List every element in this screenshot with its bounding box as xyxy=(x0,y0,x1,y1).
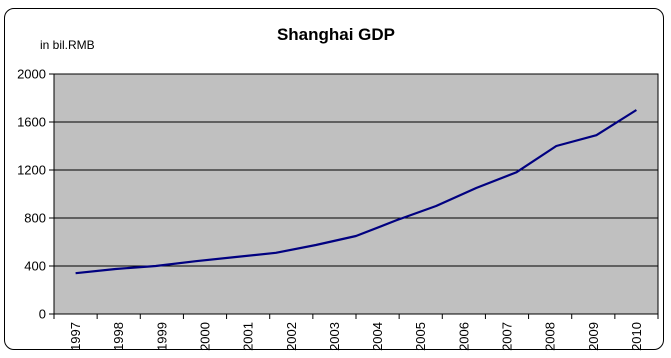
y-tick-label: 0 xyxy=(39,307,46,322)
x-tick-label: 2001 xyxy=(241,322,256,351)
x-tick-label: 1997 xyxy=(68,322,83,351)
x-tick-label: 2003 xyxy=(327,322,342,351)
chart-title: Shanghai GDP xyxy=(277,25,395,44)
y-unit-label: in bil.RMB xyxy=(40,38,95,52)
x-tick-label: 2005 xyxy=(413,322,428,351)
x-tick-label: 2009 xyxy=(586,322,601,351)
y-tick-label: 1600 xyxy=(17,115,46,130)
y-tick-label: 800 xyxy=(24,211,46,226)
x-tick-label: 2010 xyxy=(629,322,644,351)
x-tick-label: 2004 xyxy=(370,322,385,351)
x-tick-label: 1999 xyxy=(154,322,169,351)
x-tick-label: 2006 xyxy=(456,322,471,351)
x-tick-label: 2007 xyxy=(500,322,515,351)
y-tick-label: 2000 xyxy=(17,67,46,82)
plot-area: 0 400 800 1200 1600 2000 1997 1998 1999 2000 2001 2… xyxy=(17,67,659,351)
x-tick-label: 2002 xyxy=(284,322,299,351)
x-tick-label: 2008 xyxy=(543,322,558,351)
plot-background xyxy=(54,74,658,314)
y-tick-label: 1200 xyxy=(17,163,46,178)
x-tick-label: 2000 xyxy=(198,322,213,351)
y-tick-label: 400 xyxy=(24,259,46,274)
series-line xyxy=(75,109,637,275)
x-tick-label: 1998 xyxy=(111,322,126,351)
